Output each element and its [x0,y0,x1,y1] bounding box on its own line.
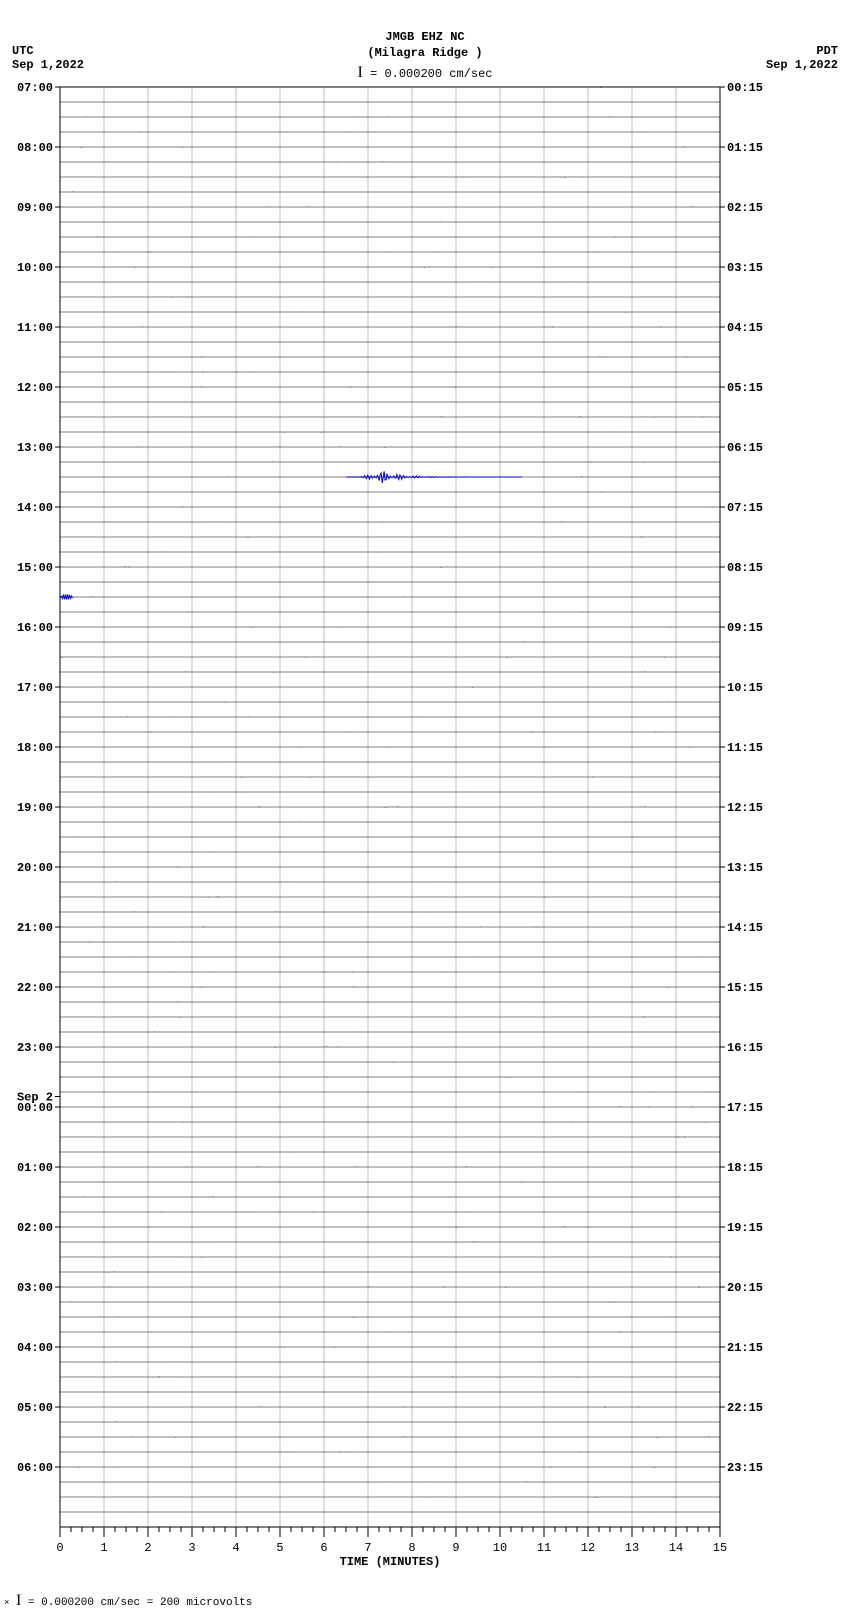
svg-text:06:00: 06:00 [17,1461,53,1475]
svg-text:16:15: 16:15 [727,1041,763,1055]
svg-text:00:00: 00:00 [17,1101,53,1115]
svg-text:21:00: 21:00 [17,921,53,935]
svg-text:12:15: 12:15 [727,801,763,815]
seismogram-plot: 07:00 08:00 09:00 10:00 11:00 12:00 13:00 14:00… [0,0,850,1613]
svg-text:14:15: 14:15 [727,921,763,935]
chart-title-1: JMGB EHZ NC [0,30,850,44]
svg-text:15:15: 15:15 [727,981,763,995]
svg-text:02:15: 02:15 [727,201,763,215]
svg-text:4: 4 [232,1541,239,1555]
svg-text:2: 2 [144,1541,151,1555]
chart-title-2: (Milagra Ridge ) [0,46,850,60]
svg-text:20:00: 20:00 [17,861,53,875]
svg-text:10:15: 10:15 [727,681,763,695]
svg-text:09:15: 09:15 [727,621,763,635]
svg-text:15:00: 15:00 [17,561,53,575]
svg-text:9: 9 [452,1541,459,1555]
svg-text:14: 14 [669,1541,683,1555]
svg-text:0: 0 [56,1541,63,1555]
right-date-label: Sep 1,2022 [766,58,838,72]
svg-text:13:00: 13:00 [17,441,53,455]
svg-text:TIME (MINUTES): TIME (MINUTES) [340,1555,441,1569]
left-tz-label: UTC [12,44,34,58]
svg-text:03:15: 03:15 [727,261,763,275]
svg-text:09:00: 09:00 [17,201,53,215]
svg-text:15: 15 [713,1541,727,1555]
svg-text:05:15: 05:15 [727,381,763,395]
svg-text:04:15: 04:15 [727,321,763,335]
svg-text:01:00: 01:00 [17,1161,53,1175]
svg-text:13:15: 13:15 [727,861,763,875]
svg-text:14:00: 14:00 [17,501,53,515]
svg-text:10:00: 10:00 [17,261,53,275]
svg-text:13: 13 [625,1541,639,1555]
svg-text:07:00: 07:00 [17,81,53,95]
left-date-label: Sep 1,2022 [12,58,84,72]
svg-text:22:00: 22:00 [17,981,53,995]
svg-text:23:15: 23:15 [727,1461,763,1475]
svg-text:00:15: 00:15 [727,81,763,95]
svg-text:11:15: 11:15 [727,741,763,755]
svg-text:5: 5 [276,1541,283,1555]
svg-text:18:00: 18:00 [17,741,53,755]
svg-text:21:15: 21:15 [727,1341,763,1355]
svg-text:10: 10 [493,1541,507,1555]
svg-text:12:00: 12:00 [17,381,53,395]
svg-text:3: 3 [188,1541,195,1555]
svg-text:11:00: 11:00 [17,321,53,335]
svg-text:12: 12 [581,1541,595,1555]
svg-text:22:15: 22:15 [727,1401,763,1415]
svg-text:08:00: 08:00 [17,141,53,155]
svg-text:11: 11 [537,1541,551,1555]
svg-text:02:00: 02:00 [17,1221,53,1235]
svg-text:8: 8 [408,1541,415,1555]
svg-text:08:15: 08:15 [727,561,763,575]
right-tz-label: PDT [816,44,838,58]
footer-scale: × I = 0.000200 cm/sec = 200 microvolts [4,1592,252,1610]
svg-text:20:15: 20:15 [727,1281,763,1295]
svg-text:19:00: 19:00 [17,801,53,815]
svg-text:17:15: 17:15 [727,1101,763,1115]
svg-text:07:15: 07:15 [727,501,763,515]
svg-text:6: 6 [320,1541,327,1555]
svg-text:03:00: 03:00 [17,1281,53,1295]
svg-text:04:00: 04:00 [17,1341,53,1355]
svg-text:06:15: 06:15 [727,441,763,455]
svg-text:16:00: 16:00 [17,621,53,635]
svg-text:18:15: 18:15 [727,1161,763,1175]
svg-text:17:00: 17:00 [17,681,53,695]
svg-text:23:00: 23:00 [17,1041,53,1055]
scale-indicator: I = 0.000200 cm/sec [0,64,850,82]
svg-text:7: 7 [364,1541,371,1555]
svg-text:01:15: 01:15 [727,141,763,155]
svg-text:1: 1 [100,1541,107,1555]
svg-text:05:00: 05:00 [17,1401,53,1415]
svg-text:19:15: 19:15 [727,1221,763,1235]
